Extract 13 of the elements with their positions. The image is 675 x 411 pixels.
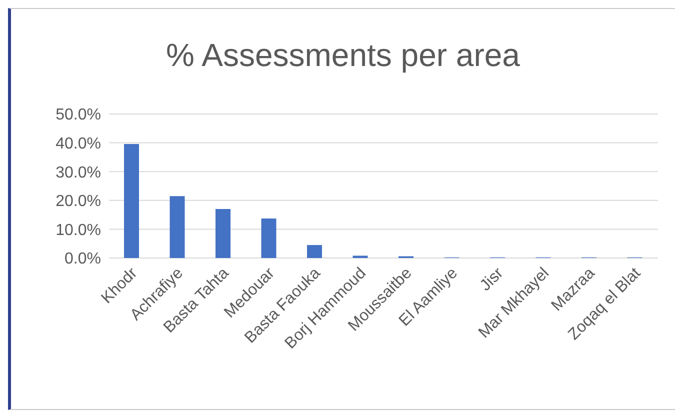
bar xyxy=(307,245,322,258)
y-tick-label: 0.0% xyxy=(64,250,101,268)
bar xyxy=(170,196,185,258)
y-tick-label: 10.0% xyxy=(56,222,101,239)
y-tick-label: 30.0% xyxy=(56,164,101,182)
y-tick-label: 40.0% xyxy=(56,135,101,152)
y-tick-label: 50.0% xyxy=(56,106,101,124)
y-tick-label: 20.0% xyxy=(56,193,101,210)
bar xyxy=(124,144,139,258)
x-tick-label: Jisr xyxy=(477,264,508,294)
bar xyxy=(261,218,276,258)
chart-title: % Assessments per area xyxy=(165,37,521,74)
bar xyxy=(216,209,230,258)
